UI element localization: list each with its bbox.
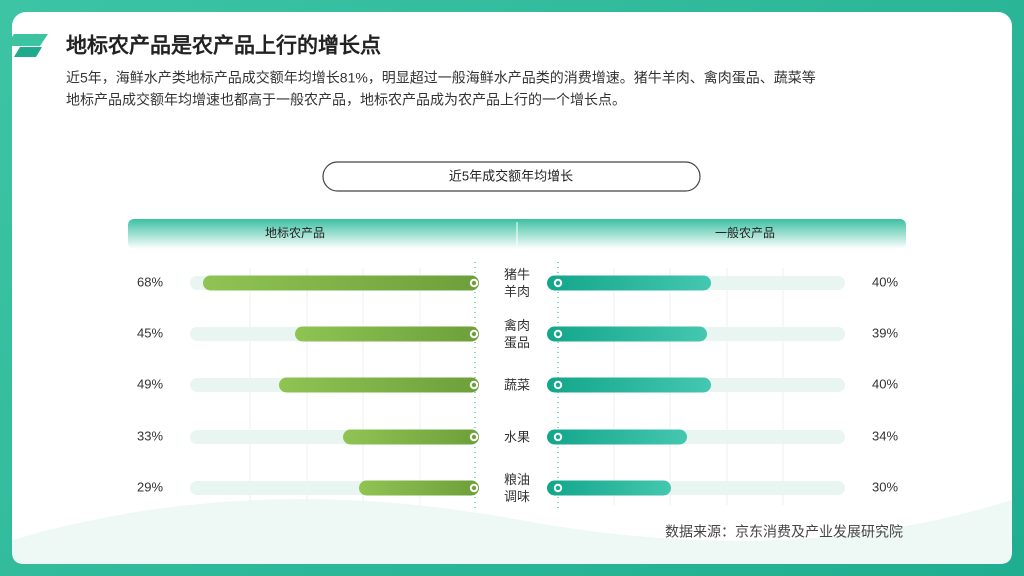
category-label: 猪牛羊肉 — [503, 267, 530, 299]
bar-cap — [553, 329, 563, 339]
value-label: 68% — [137, 274, 163, 289]
source: 数据来源：京东消费及产业发展研究院 — [665, 524, 903, 540]
bar — [547, 480, 671, 496]
bar-cap — [469, 380, 479, 390]
bar — [359, 480, 479, 496]
category-label: 蔬菜 — [503, 377, 530, 393]
bar-cap — [553, 278, 563, 288]
category-label: 禽肉蛋品 — [503, 318, 530, 350]
legend-label: 一般农产品 — [715, 225, 775, 240]
bar — [547, 275, 711, 291]
bar-cap — [553, 380, 563, 390]
logo — [14, 47, 42, 57]
bar-cap — [469, 278, 479, 288]
bar-cap — [553, 432, 563, 442]
title: 地标农产品是农产品上行的增长点 — [66, 34, 381, 58]
bar-cap — [469, 432, 479, 442]
subtitle: 地标产品成交额年均增速也都高于一般农产品，地标农产品成为农产品上行的一个增长点。 — [66, 92, 626, 108]
bar — [547, 377, 711, 393]
chart-title-box — [322, 161, 701, 192]
value-label: 49% — [137, 376, 163, 391]
value-label: 40% — [872, 376, 898, 391]
value-label: 29% — [137, 479, 163, 494]
logo — [6, 34, 48, 46]
value-label: 33% — [137, 428, 163, 443]
bar — [343, 429, 479, 445]
bar-cap — [469, 329, 479, 339]
chart-title: 近5年成交额年均增长 — [449, 168, 573, 183]
bar — [547, 326, 707, 342]
wave — [12, 499, 1012, 564]
value-label: 40% — [872, 274, 898, 289]
value-label: 30% — [872, 479, 898, 494]
bar — [203, 275, 479, 291]
bar-cap — [553, 483, 563, 493]
value-label: 34% — [872, 428, 898, 443]
card — [12, 12, 1012, 564]
category-label: 水果 — [503, 429, 530, 445]
bar-cap — [469, 483, 479, 493]
bar — [295, 326, 479, 342]
subtitle: 近5年，海鲜水产类地标产品成交额年均增长81%，明显超过一般海鲜水产品类的消费增… — [66, 70, 816, 86]
bar — [547, 429, 687, 445]
category-label: 粮油调味 — [503, 472, 530, 504]
value-label: 39% — [872, 325, 898, 340]
legend-label: 地标农产品 — [265, 226, 325, 240]
bar — [279, 377, 479, 393]
value-label: 45% — [137, 325, 163, 340]
